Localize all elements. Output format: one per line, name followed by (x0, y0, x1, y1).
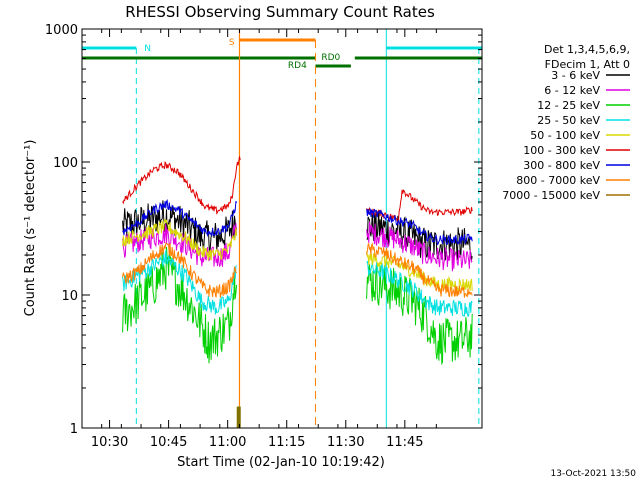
legend-header: FDecim 1, Att 0 (545, 58, 630, 71)
y-tick-label: 10 (61, 289, 78, 304)
series-6-12keV (122, 221, 473, 272)
legend-entry-label: 3 - 6 keV (551, 69, 600, 82)
series-line-segment-1 (122, 246, 238, 364)
series-7000-15000-spike (236, 406, 241, 428)
y-axis-label: Count Rate (s⁻¹ detector⁻¹) (23, 140, 38, 317)
series-line-segment-1 (122, 156, 241, 215)
series-line-segment-2 (366, 189, 473, 223)
y-tick-label: 100 (53, 156, 78, 171)
legend-entry-label: 7000 - 15000 keV (502, 189, 600, 202)
series-line-segment-1 (122, 223, 238, 267)
series-800-7000keV (122, 242, 473, 298)
legend-entry-label: 100 - 300 keV (523, 144, 600, 157)
state-annotations: N S RD0 RD4 (82, 29, 482, 428)
series-line-segment-1 (122, 242, 237, 298)
legend-entry-label: 25 - 50 keV (537, 114, 600, 127)
x-axis-label: Start Time (02-Jan-10 10:19:42) (177, 455, 385, 470)
series-line-segment-2 (366, 208, 473, 246)
series-line-segment-1 (122, 250, 237, 315)
x-tick-label: 11:00 (209, 435, 246, 450)
legend: Det 1,3,4,5,6,9, FDecim 1, Att 03 - 6 keV… (502, 43, 630, 202)
chart-title: RHESSI Observing Summary Count Rates (125, 3, 435, 21)
x-tick-label: 11:15 (268, 435, 305, 450)
series-line-segment-2 (366, 251, 473, 292)
series-line-segment-1 (122, 219, 238, 261)
series-line-segment-2 (366, 242, 473, 298)
series-line-segment-2 (366, 263, 473, 366)
series-layer (122, 156, 473, 366)
legend-entry-label: 6 - 12 keV (544, 84, 600, 97)
footer-date: 13-Oct-2021 13:50 (551, 469, 637, 479)
series-line-segment-1 (122, 198, 238, 238)
x-tick-label: 10:45 (150, 435, 187, 450)
x-tick-label: 10:30 (91, 435, 128, 450)
series-line-segment-2 (366, 260, 473, 317)
legend-entry-label: 800 - 7000 keV (516, 174, 600, 187)
series-50-100keV (122, 219, 473, 292)
x-tick-label: 11:45 (386, 435, 423, 450)
legend-header: Det 1,3,4,5,6,9, (544, 43, 630, 56)
legend-entry-label: 50 - 100 keV (530, 129, 600, 142)
legend-entry-label: 12 - 25 keV (537, 99, 600, 112)
state-label-n: N (144, 44, 151, 54)
state-label-s: S (229, 38, 235, 48)
series-line-segment-2 (366, 221, 473, 272)
y-tick-label: 1 (70, 422, 78, 437)
state-label-rd4: RD4 (288, 61, 307, 71)
plot-frame (81, 28, 483, 429)
axes: 1 10 100 1000 10:30 10:45 11:00 11:15 11:30 11:45 (45, 23, 483, 450)
state-label-rd0: RD0 (321, 53, 340, 63)
y-tick-label: 1000 (45, 23, 78, 38)
legend-entry-label: 300 - 800 keV (523, 159, 600, 172)
series-25-50keV (122, 250, 473, 317)
series-100-300keV (122, 156, 473, 223)
x-tick-label: 11:30 (327, 435, 364, 450)
series-300-800keV (122, 198, 473, 246)
series-12-25keV (122, 246, 473, 366)
